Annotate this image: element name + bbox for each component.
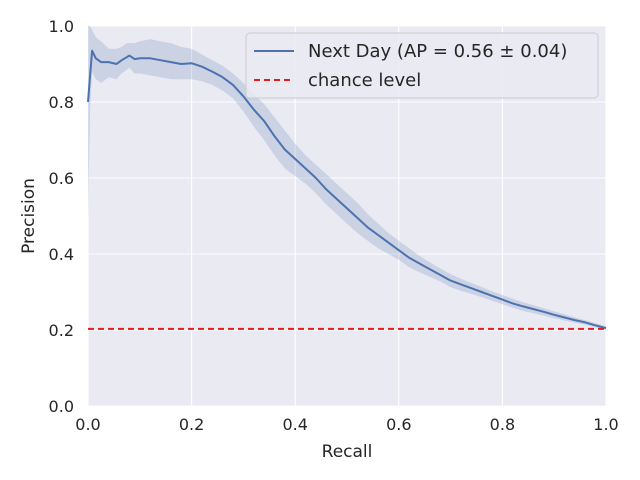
x-tick-label: 0.2 xyxy=(179,415,204,434)
y-tick-label: 0.0 xyxy=(49,397,74,416)
y-axis-label: Precision xyxy=(19,178,39,254)
confidence-band xyxy=(88,26,606,330)
y-tick-labels: 0.0 0.2 0.4 0.6 0.8 1.0 xyxy=(49,17,74,416)
x-tick-labels: 0.0 0.2 0.4 0.6 0.8 1.0 xyxy=(75,415,618,434)
x-axis-label: Recall xyxy=(322,442,373,462)
series-line-next-day xyxy=(87,49,607,330)
x-tick-label: 0.6 xyxy=(386,415,411,434)
legend-label-chance-level: chance level xyxy=(308,70,421,91)
y-tick-label: 0.4 xyxy=(49,245,74,264)
y-tick-label: 1.0 xyxy=(49,17,74,36)
y-tick-label: 0.6 xyxy=(49,169,74,188)
y-tick-label: 0.2 xyxy=(49,321,74,340)
y-tick-label: 0.8 xyxy=(49,93,74,112)
legend-box xyxy=(245,32,599,99)
x-tick-label: 0.4 xyxy=(282,415,307,434)
legend-label-next-day: Next Day (AP = 0.56 ± 0.04) xyxy=(308,41,567,62)
x-tick-label: 1.0 xyxy=(593,415,618,434)
x-tick-label: 0.0 xyxy=(75,415,100,434)
x-tick-label: 0.8 xyxy=(490,415,515,434)
legend: Next Day (AP = 0.56 ± 0.04) chance level xyxy=(245,32,599,99)
